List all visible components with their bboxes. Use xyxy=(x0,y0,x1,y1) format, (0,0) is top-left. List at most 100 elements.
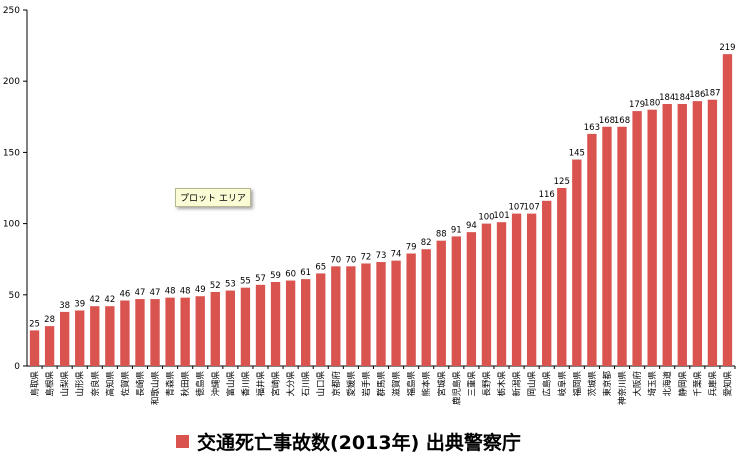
bar xyxy=(692,101,703,367)
category-label: 滋賀県 xyxy=(391,371,402,397)
data-label: 179 xyxy=(629,100,645,110)
category-label: 群馬県 xyxy=(376,371,387,397)
bar xyxy=(316,273,326,366)
data-label: 107 xyxy=(508,203,524,213)
data-label: 49 xyxy=(195,285,206,295)
category-label: 大分県 xyxy=(286,371,297,397)
category-label: 神奈川県 xyxy=(617,371,628,406)
bar xyxy=(90,306,100,366)
category-label: 東京都 xyxy=(602,371,613,397)
category-label: 愛知県 xyxy=(722,371,733,397)
category-label: 岩手県 xyxy=(361,371,372,397)
data-label: 82 xyxy=(421,238,432,248)
data-label: 186 xyxy=(689,90,705,100)
category-label: 福井県 xyxy=(255,371,266,397)
data-label: 48 xyxy=(165,287,176,297)
bar xyxy=(617,126,627,366)
data-label: 46 xyxy=(120,289,131,299)
bar xyxy=(165,297,175,366)
bar xyxy=(44,326,55,366)
bar xyxy=(180,297,190,366)
y-tick-label: 50 xyxy=(9,291,21,301)
category-label: 茨城県 xyxy=(587,371,598,397)
data-label: 53 xyxy=(225,280,236,290)
y-axis: 0 50 100 150 200 250 xyxy=(3,6,735,372)
bar xyxy=(662,103,672,366)
category-label: 徳島県 xyxy=(195,371,206,397)
bar xyxy=(602,126,612,366)
bar xyxy=(572,159,582,366)
category-label: 兵庫県 xyxy=(707,371,718,397)
bar xyxy=(707,99,718,366)
data-label: 42 xyxy=(89,295,100,305)
data-label: 70 xyxy=(345,255,356,265)
bar xyxy=(376,262,386,366)
bar xyxy=(331,266,341,366)
bar xyxy=(511,213,522,366)
bar xyxy=(150,299,160,366)
data-labels: 25 28 38 39 42 42 46 47 47 48 48 49 52 53 55 57 59 60 61 65… xyxy=(29,43,735,329)
bar xyxy=(557,188,567,366)
category-label: 沖縄県 xyxy=(210,371,221,397)
data-label: 91 xyxy=(451,225,462,235)
y-tick-label: 100 xyxy=(3,220,20,230)
bars xyxy=(29,54,733,367)
data-label: 125 xyxy=(554,177,570,187)
data-label: 107 xyxy=(524,203,540,213)
data-label: 88 xyxy=(436,230,447,240)
category-label: 山口県 xyxy=(316,371,327,397)
category-label: 富山県 xyxy=(225,371,236,397)
data-label: 94 xyxy=(466,221,477,231)
bar xyxy=(195,296,205,366)
category-label: 栃木県 xyxy=(497,371,508,397)
data-label: 74 xyxy=(391,250,402,260)
data-label: 28 xyxy=(44,315,55,325)
category-label: 福島県 xyxy=(406,371,417,397)
data-label: 47 xyxy=(135,288,146,298)
category-label: 宮城県 xyxy=(436,371,447,397)
bar xyxy=(135,299,145,366)
data-label: 168 xyxy=(614,116,630,126)
bar xyxy=(542,200,552,366)
bar xyxy=(481,223,492,366)
category-label: 埼玉県 xyxy=(647,371,658,397)
data-label: 184 xyxy=(674,93,690,103)
bar xyxy=(29,330,40,366)
category-label: 鹿児島県 xyxy=(451,371,462,406)
data-label: 187 xyxy=(704,89,720,99)
category-label: 広島県 xyxy=(542,371,553,397)
bar xyxy=(285,280,296,366)
bar xyxy=(406,253,416,366)
bar xyxy=(496,222,507,366)
category-label: 愛媛県 xyxy=(346,371,357,397)
data-label: 57 xyxy=(255,274,266,284)
bar xyxy=(451,236,461,366)
category-label: 新潟県 xyxy=(512,371,523,397)
category-label: 三重県 xyxy=(466,371,477,397)
data-label: 180 xyxy=(644,99,660,109)
data-label: 55 xyxy=(240,277,251,287)
bar xyxy=(466,232,477,366)
data-label: 79 xyxy=(406,243,417,253)
bar xyxy=(587,133,597,366)
data-label: 48 xyxy=(180,287,191,297)
bar xyxy=(361,263,371,366)
category-label: 北海道 xyxy=(662,371,673,397)
category-label: 福岡県 xyxy=(572,371,583,397)
category-label: 長崎県 xyxy=(135,371,146,397)
category-label: 鳥取県 xyxy=(30,371,41,397)
bar xyxy=(255,284,266,366)
data-label: 38 xyxy=(59,301,70,311)
category-label: 青森県 xyxy=(165,371,176,397)
data-label: 116 xyxy=(539,190,555,200)
bar xyxy=(210,291,220,366)
bar xyxy=(346,266,356,366)
bar xyxy=(270,281,281,366)
bar xyxy=(722,54,733,366)
legend-label: 交通死亡事故数(2013年) 出典警察庁 xyxy=(197,432,521,454)
data-label: 73 xyxy=(376,251,387,261)
legend: 交通死亡事故数(2013年) 出典警察庁 xyxy=(176,428,521,455)
data-label: 52 xyxy=(210,281,221,291)
category-label: 秋田県 xyxy=(180,371,191,397)
bar xyxy=(240,287,251,366)
